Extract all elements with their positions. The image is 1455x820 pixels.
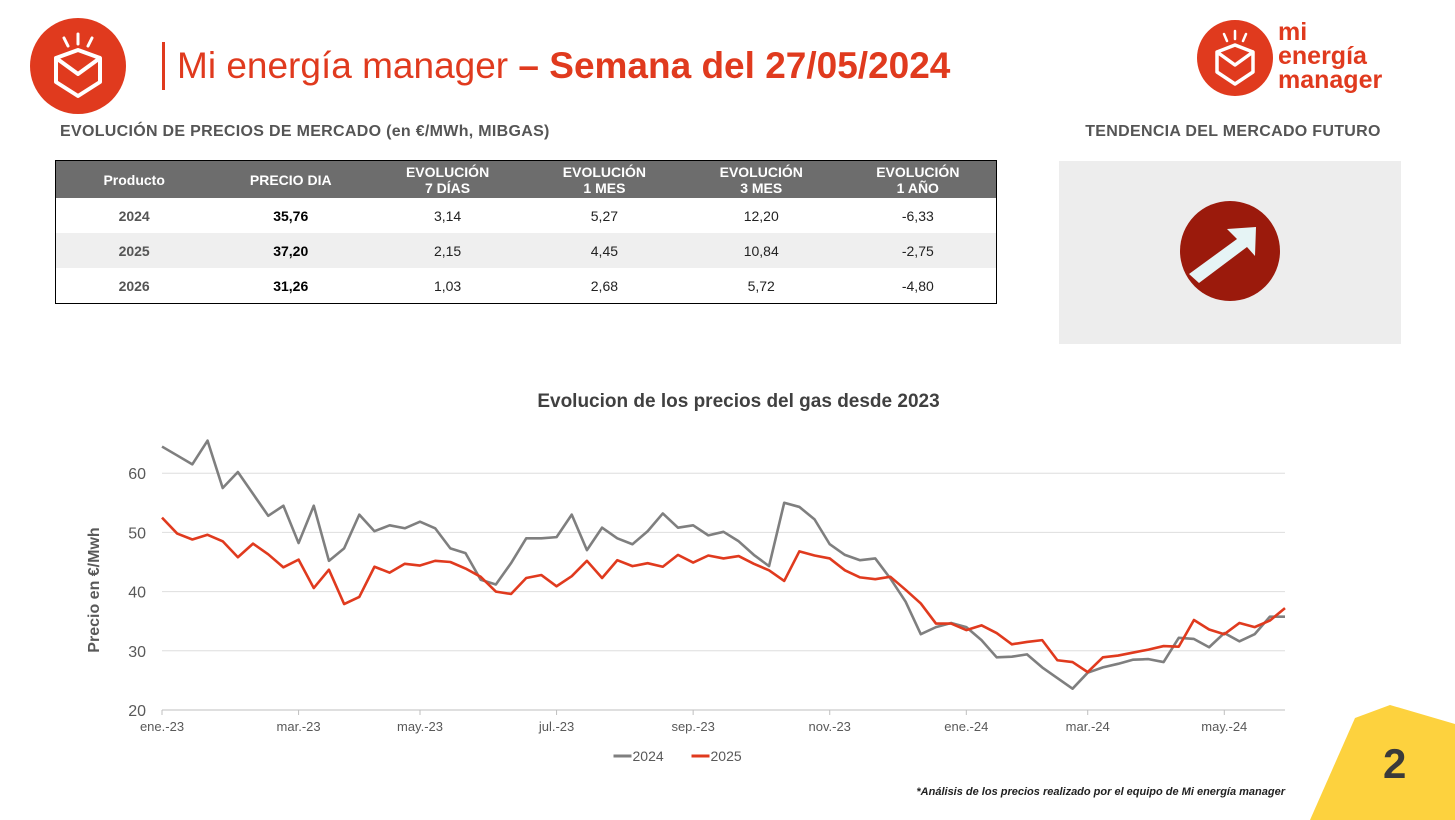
page-header: Mi energía manager – Semana del 27/05/20… [162,42,950,90]
header-row: Producto PRECIO DIA EVOLUCIÓN 7 DÍAS EVOLUCI… [55,160,997,198]
header-line: EVOLUCIÓN [719,163,803,180]
footnote: *Análisis de los precios realizado por e… [916,786,1285,798]
table-cell: 31,26 [273,277,309,294]
header-line: Producto [103,171,165,188]
column-header: EVOLUCIÓN 3 MES [682,160,840,198]
y-tick-label: 30 [128,644,146,661]
brand-icon [1197,20,1273,96]
brand-rays [1222,29,1248,43]
logo-rays [62,32,94,48]
header-line: 1 AÑO [896,179,939,196]
brand-envelope [1215,43,1255,86]
header-line: 7 DÍAS [425,179,471,196]
header-line: EVOLUCIÓN [876,163,960,180]
brand-line: mi [1278,18,1308,46]
price-table: Producto PRECIO DIA EVOLUCIÓN 7 DÍAS EVOLUCI… [55,160,997,304]
column-header: EVOLUCIÓN 1 AÑO [839,160,997,198]
corner-shape [1310,705,1455,820]
table-cell: 5,72 [747,277,775,294]
brand-line: manager [1278,66,1383,94]
trend-icon [1180,201,1280,301]
table-cell: 35,76 [273,207,309,224]
header-line: 3 MES [740,179,783,196]
x-tick-label: sep.-23 [671,719,714,734]
header-line: EVOLUCIÓN [562,163,647,180]
legend-label: 2025 [711,748,742,764]
table-cell: 1,03 [433,277,462,294]
x-tick-label: jul.-23 [538,719,574,734]
x-tick-label: may.-23 [397,719,443,734]
table-cell: 4,45 [525,233,683,268]
table-cell: -6,33 [901,207,934,224]
table-cell: 2025 [55,233,213,268]
table-row: 2025 37,20 2,15 4,45 10,84 -2,75 [55,233,997,268]
trend-box [1059,161,1401,344]
header-line: 1 MES [583,179,626,196]
brand-line: energía [1278,42,1367,70]
table-cell: 3,14 [433,207,462,224]
column-header: Producto [55,160,213,198]
table-row: 2024 35,76 3,14 5,27 12,20 -6,33 [56,198,997,233]
table-cell: 2026 [118,277,150,294]
page-number: 2 [1383,740,1407,787]
chart-title: Evolucion de los precios del gas desde 2… [537,391,939,412]
table-title: EVOLUCIÓN DE PRECIOS DE MERCADO (en €/MW… [60,123,550,140]
column-header: EVOLUCIÓN 1 MES [525,160,683,198]
table-cell: 37,20 [212,233,370,268]
y-tick-label: 50 [128,525,146,542]
chart: Evolucion de los precios del gas desde 2… [86,391,1286,764]
table-cell: 5,27 [590,207,619,224]
y-tick-label: 60 [128,466,146,483]
trend-arrow [1189,227,1256,283]
trend-title: TENDENCIA DEL MERCADO FUTURO [1085,123,1381,140]
series-line [161,516,1286,674]
table-cell: 2,15 [369,233,526,268]
x-tick-label: may.-24 [1201,719,1247,734]
header-subtitle: – Semana del 27/05/2024 [518,45,951,86]
table-cell: 2,68 [590,277,619,294]
table-cell: 2024 [118,207,150,224]
table-cell: 10,84 [682,233,840,268]
table-cell: 12,20 [743,207,779,224]
table-cell: -4,80 [901,277,934,294]
x-tick-label: ene.-23 [140,719,184,734]
x-tick-label: mar.-23 [277,719,321,734]
y-tick-label: 20 [128,703,146,720]
logo-icon [30,18,126,114]
series-line [161,439,1285,690]
table-cell: -2,75 [839,233,997,268]
header-line: EVOLUCIÓN [405,163,490,180]
brand-text: mi energía manager [1278,18,1383,94]
column-header: PRECIO DIA [212,160,370,198]
legend-label: 2024 [633,748,664,764]
header-line: PRECIO DIA [249,171,332,188]
table-row: 2026 31,26 1,03 2,68 5,72 -4,80 [56,268,997,304]
y-axis-label: Precio en €/Mwh [86,527,103,652]
y-tick-label: 40 [128,585,146,602]
x-tick-label: mar.-24 [1066,719,1110,734]
x-tick-label: nov.-23 [809,719,851,734]
column-header: EVOLUCIÓN 7 DÍAS [369,160,526,198]
header-title: Mi energía manager [177,45,509,86]
x-tick-label: ene.-24 [944,719,988,734]
logo-envelope [54,48,102,98]
